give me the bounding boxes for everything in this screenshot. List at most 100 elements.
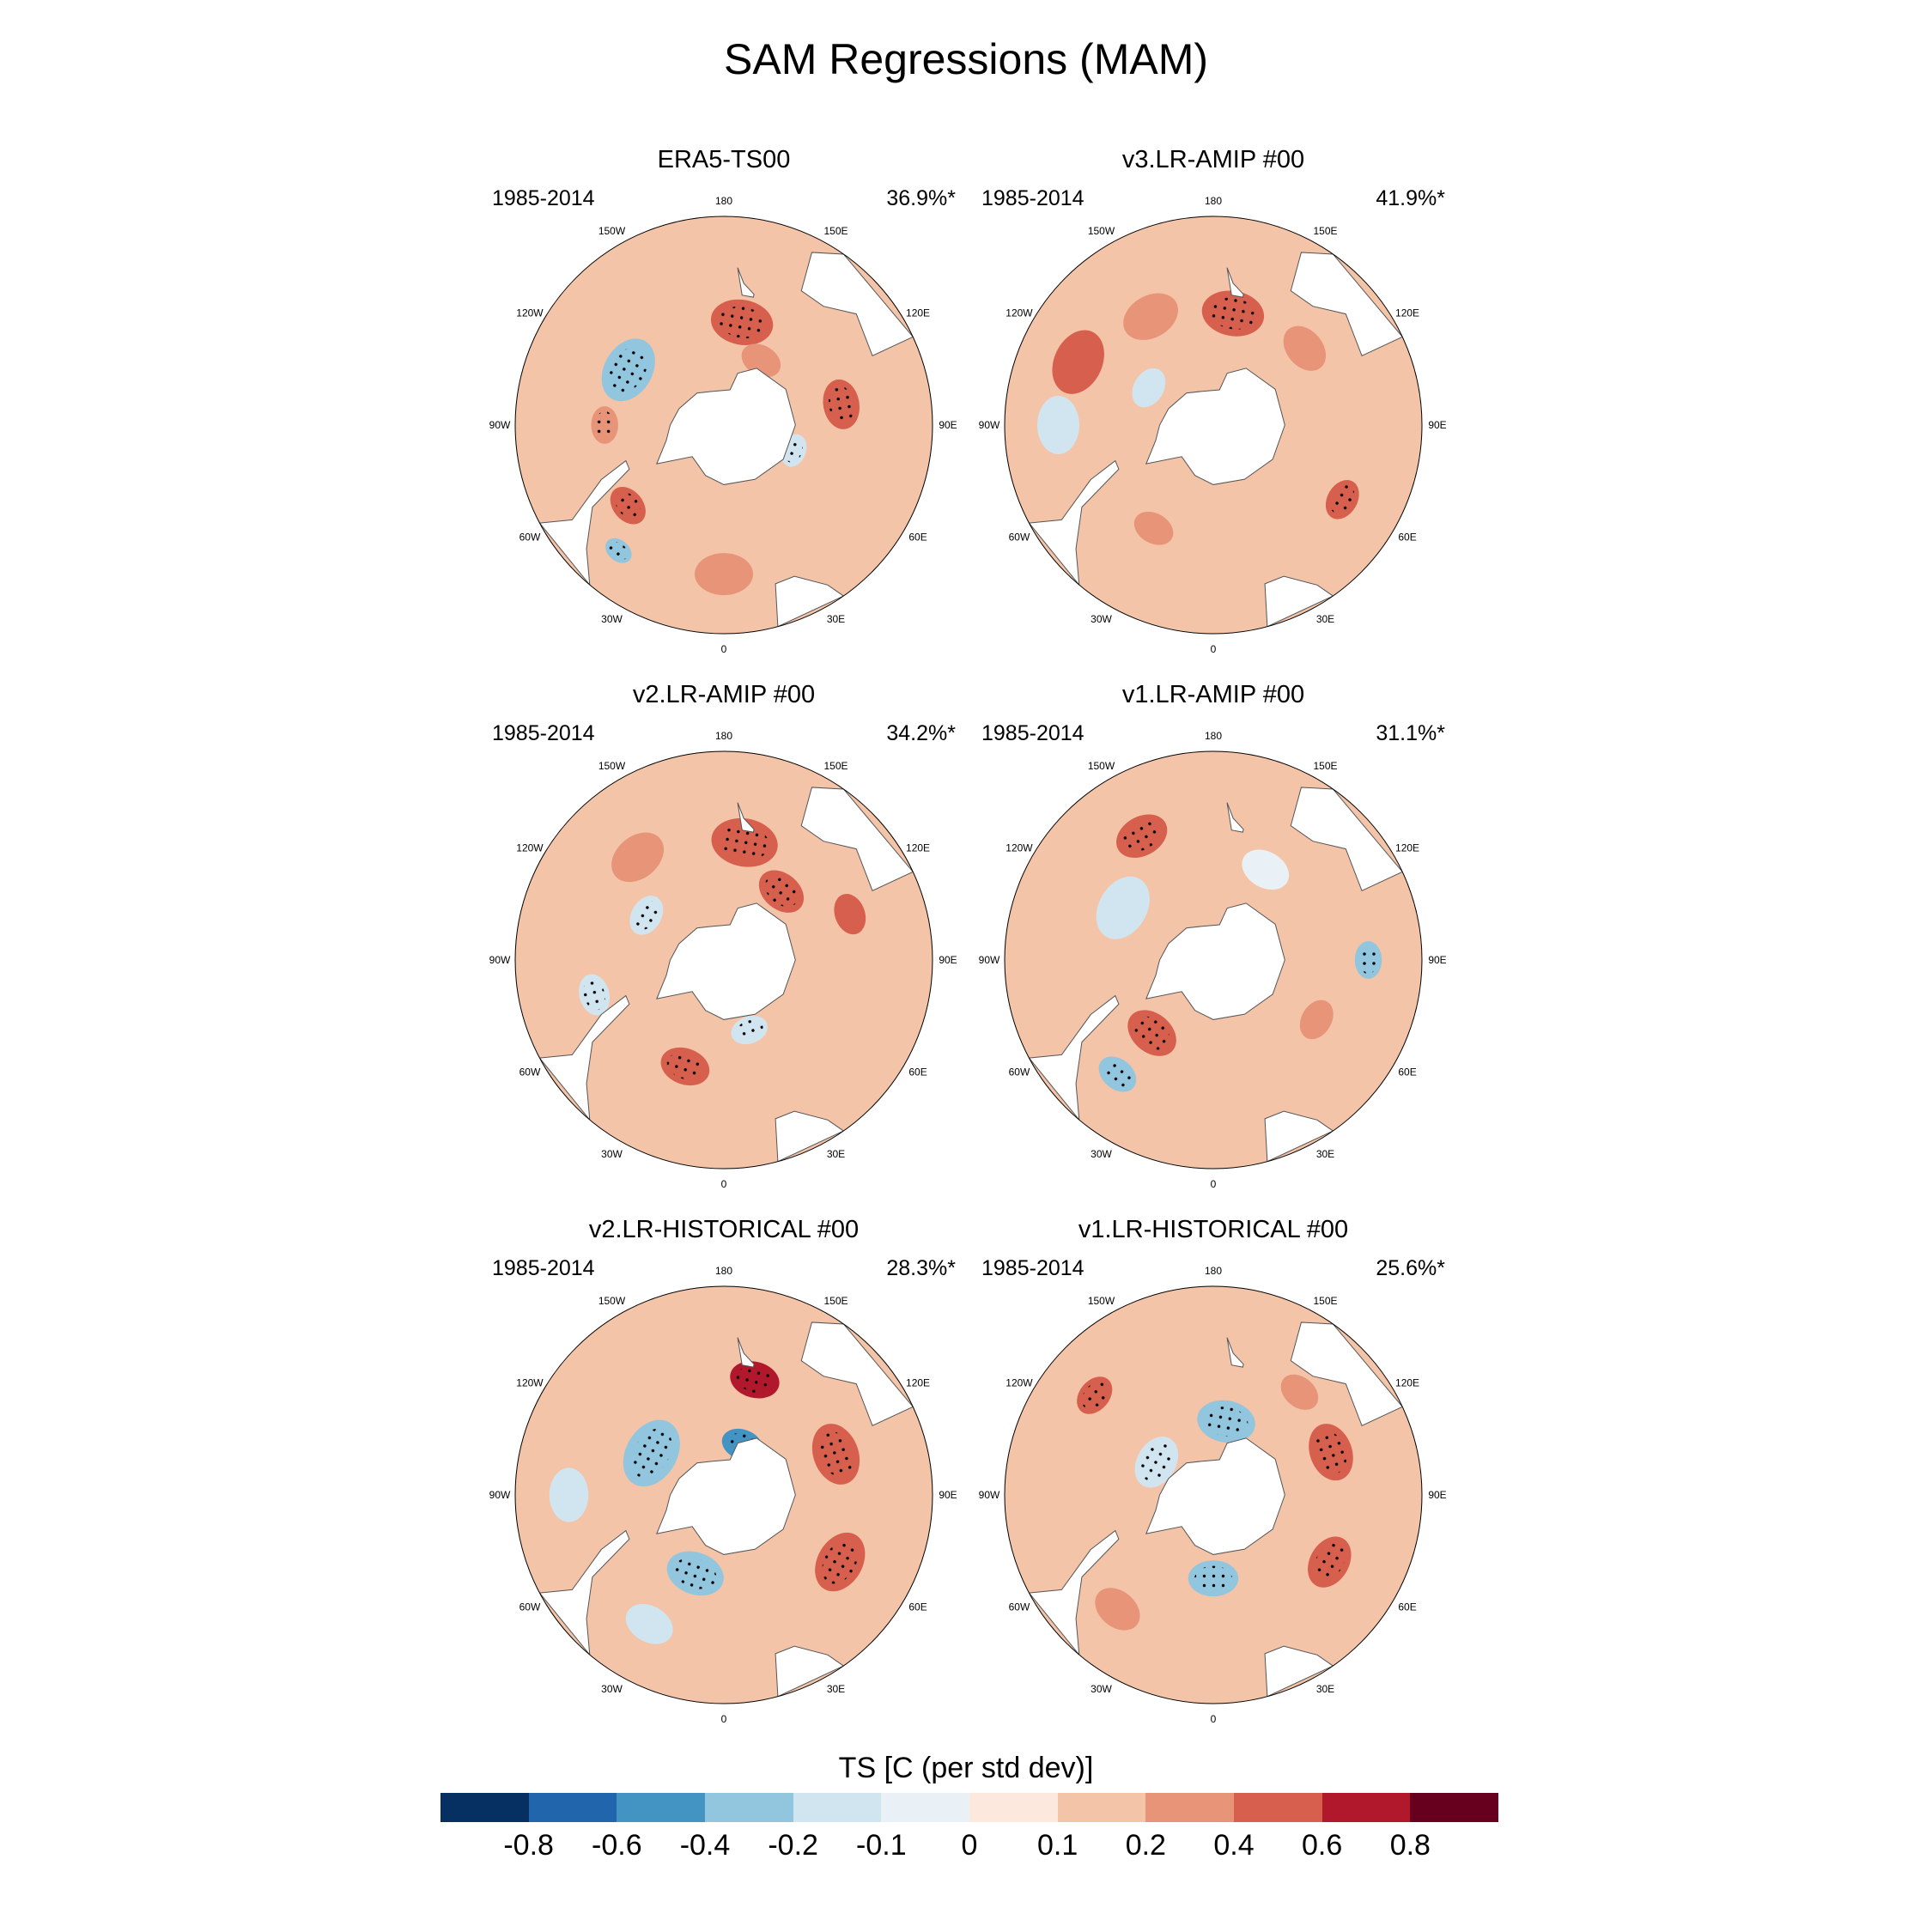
longitude-label: 150E	[1313, 225, 1337, 237]
colorbar-box	[1057, 1793, 1146, 1822]
longitude-label: 90E	[1428, 419, 1446, 431]
panel-period: 1985-2014	[981, 721, 1084, 745]
significance-stipple	[1081, 1381, 1108, 1409]
longitude-label: 90W	[979, 1489, 1000, 1501]
colorbar-tick-label: 0.8	[1389, 1829, 1431, 1862]
longitude-label: 90W	[489, 1489, 511, 1501]
longitude-label: 60W	[1009, 532, 1030, 544]
significance-stipple	[785, 438, 803, 463]
longitude-label: 60W	[519, 1066, 541, 1078]
anomaly-region	[1133, 511, 1174, 545]
colorbar-tick-label: -0.8	[503, 1829, 554, 1862]
longitude-label: 30W	[601, 1148, 623, 1160]
anomaly-region	[1242, 849, 1290, 890]
map-border	[1004, 1285, 1423, 1704]
landmass	[1264, 1110, 1334, 1163]
longitude-label: 150E	[1313, 1295, 1337, 1307]
longitude-label: 0	[1211, 643, 1217, 655]
landmass	[1028, 994, 1120, 1121]
map-panel: 0 30E 60E 90E 120E 150E 180 150W 120W 90W 60W 30W v2…	[483, 681, 964, 1190]
longitude-label: 120E	[1395, 842, 1419, 854]
polar-map: 0 30E 60E 90E 120E 150E 180 150W 120W 90W 60W 30W	[979, 1265, 1447, 1725]
anomaly-region	[741, 343, 781, 378]
significance-stipple	[1133, 1016, 1170, 1050]
landmass	[538, 994, 630, 1121]
longitude-label: 30E	[1316, 1683, 1334, 1695]
anomaly-region	[625, 1604, 673, 1644]
significance-stipple	[666, 1053, 704, 1080]
anomaly-ring	[598, 1369, 850, 1621]
anomaly-region	[1283, 325, 1327, 371]
significance-stipple	[615, 491, 641, 519]
panel-variance: 28.3%*	[886, 1256, 956, 1280]
landmass	[1226, 1337, 1244, 1368]
significance-stipple	[735, 1019, 763, 1041]
landmass	[775, 1645, 845, 1698]
landmass	[1028, 459, 1120, 586]
longitude-label: 60W	[519, 1601, 541, 1613]
anomaly-region	[1052, 330, 1104, 394]
significance-stipple	[595, 410, 615, 440]
colorbar-box	[1321, 1793, 1411, 1822]
colorbar-box	[1145, 1793, 1235, 1822]
longitude-label: 60E	[1398, 532, 1416, 544]
longitude-label: 90E	[1428, 1489, 1446, 1501]
longitude-label: 120W	[1005, 842, 1033, 854]
panel-period: 1985-2014	[492, 1256, 595, 1280]
map-panel: 0 30E 60E 90E 120E 150E 180 150W 120W 90W 60W 30W v1…	[973, 1216, 1454, 1725]
longitude-label: 120E	[906, 1377, 930, 1389]
anomaly-region	[694, 553, 754, 596]
longitude-label: 90W	[489, 954, 511, 966]
significance-stipple	[1315, 1431, 1347, 1473]
longitude-label: 90E	[939, 419, 957, 431]
landmass	[737, 802, 755, 833]
panel-variance: 31.1%*	[1376, 721, 1445, 745]
longitude-label: 90W	[489, 419, 511, 431]
panel-title: v2.LR-HISTORICAL #00	[588, 1216, 860, 1243]
longitude-label: 30E	[827, 1683, 845, 1695]
longitude-label: 180	[1205, 730, 1222, 742]
longitude-label: 90W	[979, 419, 1000, 431]
anomaly-region	[1123, 293, 1179, 340]
polar-map: 0 30E 60E 90E 120E 150E 180 150W 120W 90W 60W 30W	[979, 195, 1447, 655]
colorbar-box	[528, 1793, 617, 1822]
longitude-label: 60E	[1398, 1601, 1416, 1613]
longitude-label: 30W	[1091, 613, 1112, 625]
longitude-label: 180	[715, 1265, 732, 1277]
significance-stipple	[583, 979, 605, 1011]
panel-title: v1.LR-AMIP #00	[1121, 681, 1305, 708]
anomaly-region	[1096, 876, 1150, 939]
significance-stipple	[1209, 297, 1257, 330]
longitude-label: 180	[1205, 195, 1222, 207]
landmass	[737, 1337, 755, 1368]
longitude-label: 120E	[1395, 307, 1419, 319]
panel-variance: 34.2%*	[886, 721, 956, 745]
anomaly-region	[1095, 1588, 1140, 1631]
longitude-label: 120W	[516, 1377, 544, 1389]
longitude-label: 30W	[1091, 1148, 1112, 1160]
significance-stipple	[818, 1431, 853, 1477]
longitude-label: 30W	[601, 613, 623, 625]
longitude-label: 30E	[1316, 1148, 1334, 1160]
longitude-label: 150E	[823, 225, 848, 237]
longitude-label: 180	[715, 195, 732, 207]
longitude-label: 120E	[906, 307, 930, 319]
longitude-label: 90E	[939, 1489, 957, 1501]
landmass	[1028, 1529, 1120, 1656]
longitude-label: 0	[721, 1178, 727, 1190]
landmass	[800, 252, 914, 356]
significance-stipple	[1314, 1543, 1346, 1582]
polar-map: 0 30E 60E 90E 120E 150E 180 150W 120W 90W 60W 30W	[489, 1265, 957, 1725]
figure-title: SAM Regressions (MAM)	[724, 35, 1208, 83]
colorbar-tick-label: -0.6	[592, 1829, 642, 1862]
colorbar-tick-label: 0.1	[1037, 1829, 1078, 1862]
panel-period: 1985-2014	[492, 721, 595, 745]
longitude-label: 150W	[1088, 760, 1115, 772]
colorbar-tick-label: -0.2	[768, 1829, 818, 1862]
colorbar-tick-label: 0.4	[1213, 1829, 1255, 1862]
significance-stipple	[1122, 820, 1161, 852]
polar-map: 0 30E 60E 90E 120E 150E 180 150W 120W 90W 60W 30W	[489, 730, 957, 1190]
anomaly-region	[611, 832, 665, 883]
longitude-label: 150W	[1088, 1295, 1115, 1307]
polar-map: 0 30E 60E 90E 120E 150E 180 150W 120W 90W 60W 30W	[979, 730, 1447, 1190]
